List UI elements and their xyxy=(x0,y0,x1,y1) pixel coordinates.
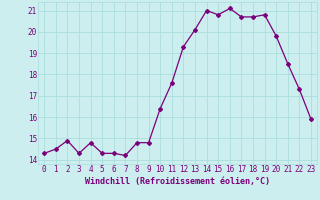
X-axis label: Windchill (Refroidissement éolien,°C): Windchill (Refroidissement éolien,°C) xyxy=(85,177,270,186)
